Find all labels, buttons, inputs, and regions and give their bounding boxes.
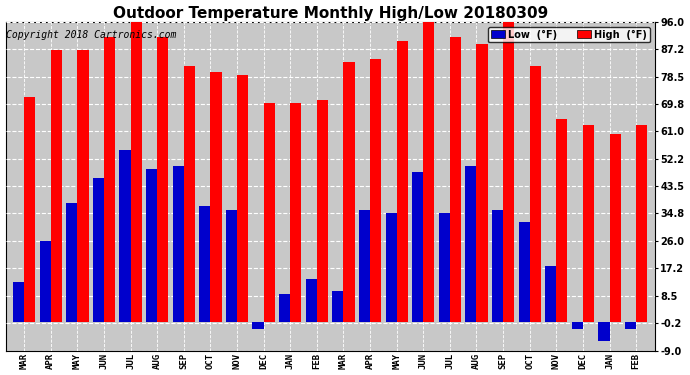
Bar bbox=[104, 38, 115, 322]
Bar bbox=[344, 62, 355, 322]
Bar bbox=[13, 282, 24, 322]
Bar bbox=[51, 50, 62, 322]
Bar bbox=[253, 322, 264, 328]
Bar bbox=[24, 97, 35, 322]
Bar bbox=[397, 40, 408, 322]
Bar bbox=[477, 44, 488, 322]
Bar bbox=[333, 291, 344, 322]
Bar bbox=[290, 103, 302, 322]
Bar bbox=[503, 22, 514, 322]
Text: Copyright 2018 Cartronics.com: Copyright 2018 Cartronics.com bbox=[6, 30, 177, 40]
Bar bbox=[556, 119, 567, 322]
Bar bbox=[609, 135, 621, 322]
Bar bbox=[625, 322, 636, 328]
Bar bbox=[583, 125, 594, 322]
Bar bbox=[572, 322, 583, 328]
Bar bbox=[93, 178, 104, 322]
Bar bbox=[465, 166, 477, 322]
Bar bbox=[199, 207, 210, 322]
Bar bbox=[130, 22, 141, 322]
Bar bbox=[279, 294, 290, 322]
Bar bbox=[66, 203, 77, 322]
Bar bbox=[370, 59, 382, 322]
Bar bbox=[598, 322, 609, 341]
Bar bbox=[77, 50, 88, 322]
Bar bbox=[210, 72, 221, 322]
Bar bbox=[226, 210, 237, 322]
Bar bbox=[172, 166, 184, 322]
Bar bbox=[306, 279, 317, 322]
Bar bbox=[119, 150, 130, 322]
Bar bbox=[450, 38, 461, 322]
Legend: Low  (°F), High  (°F): Low (°F), High (°F) bbox=[488, 27, 650, 42]
Bar bbox=[545, 266, 556, 322]
Bar bbox=[184, 66, 195, 322]
Title: Outdoor Temperature Monthly High/Low 20180309: Outdoor Temperature Monthly High/Low 201… bbox=[112, 6, 548, 21]
Bar bbox=[423, 22, 435, 322]
Bar bbox=[519, 222, 530, 322]
Bar bbox=[636, 125, 647, 322]
Bar bbox=[386, 213, 397, 322]
Bar bbox=[412, 172, 423, 322]
Bar bbox=[264, 103, 275, 322]
Bar bbox=[439, 213, 450, 322]
Bar bbox=[237, 75, 248, 322]
Bar bbox=[146, 169, 157, 322]
Bar bbox=[317, 100, 328, 322]
Bar bbox=[530, 66, 541, 322]
Bar bbox=[39, 241, 51, 322]
Bar bbox=[492, 210, 503, 322]
Bar bbox=[157, 38, 168, 322]
Bar bbox=[359, 210, 370, 322]
